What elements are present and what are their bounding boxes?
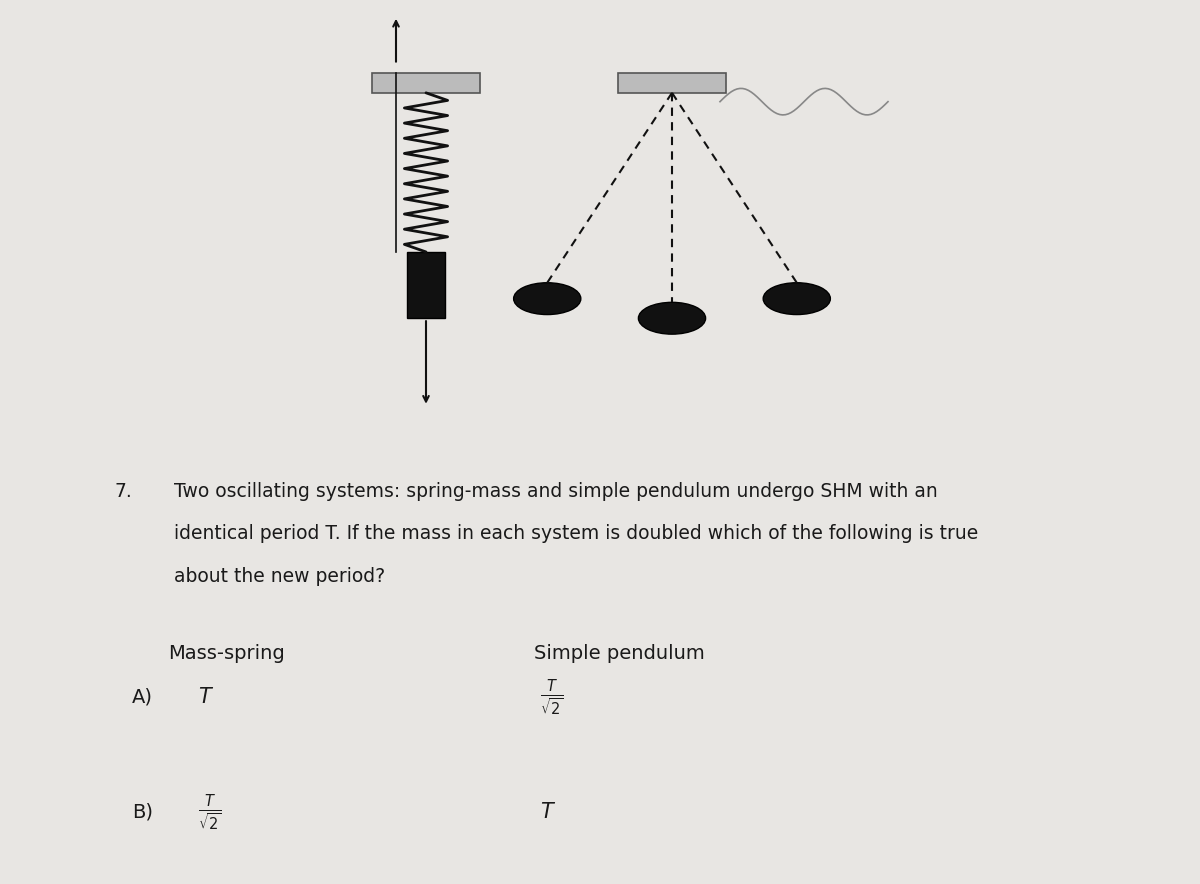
Text: Two oscillating systems: spring-mass and simple pendulum undergo SHM with an: Two oscillating systems: spring-mass and… [174, 482, 937, 500]
Text: Simple pendulum: Simple pendulum [534, 644, 704, 663]
Text: T: T [198, 688, 211, 707]
Text: $\frac{T}{\sqrt{2}}$: $\frac{T}{\sqrt{2}}$ [540, 677, 564, 718]
Ellipse shape [638, 302, 706, 334]
Text: identical period T. If the mass in each system is doubled which of the following: identical period T. If the mass in each … [174, 524, 978, 543]
Text: B): B) [132, 803, 154, 822]
FancyBboxPatch shape [618, 73, 726, 93]
Ellipse shape [763, 283, 830, 315]
Bar [407, 252, 445, 318]
Text: 7.: 7. [114, 482, 132, 500]
Ellipse shape [514, 283, 581, 315]
Text: about the new period?: about the new period? [174, 567, 385, 585]
Text: A): A) [132, 688, 154, 707]
FancyBboxPatch shape [372, 73, 480, 93]
Text: Mass-spring: Mass-spring [168, 644, 284, 663]
Text: T: T [540, 803, 553, 822]
Text: $\frac{T}{\sqrt{2}}$: $\frac{T}{\sqrt{2}}$ [198, 792, 222, 833]
